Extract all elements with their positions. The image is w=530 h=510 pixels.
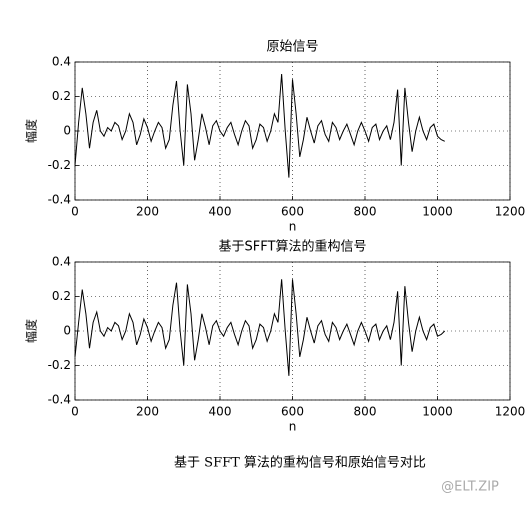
y-tick-label: 0 [63, 324, 71, 338]
x-tick-label: 600 [281, 205, 304, 219]
y-axis-label: 幅度 [24, 119, 39, 143]
y-tick-label: 0.4 [52, 55, 71, 69]
x-tick-label: 1000 [422, 205, 453, 219]
x-tick-label: 1200 [495, 405, 526, 419]
signal-line [74, 279, 446, 376]
x-tick-label: 200 [136, 205, 159, 219]
y-tick-label: -0.2 [48, 358, 71, 372]
x-tick-label: 1000 [422, 405, 453, 419]
chart-title: 原始信号 [266, 40, 318, 55]
y-tick-label: -0.4 [48, 193, 71, 207]
x-tick-label: 0 [71, 205, 79, 219]
x-tick-label: 600 [281, 405, 304, 419]
y-tick-label: 0 [63, 124, 71, 138]
chart-title: 基于SFFT算法的重构信号 [219, 239, 367, 255]
signal-line [74, 74, 445, 178]
y-tick-label: 0.4 [52, 255, 71, 269]
y-axis-label: 幅度 [24, 319, 39, 343]
watermark: @ELT.ZIP [441, 480, 499, 495]
x-tick-label: 0 [71, 405, 79, 419]
x-axis-label: n [289, 420, 297, 434]
x-tick-label: 800 [354, 205, 377, 219]
x-tick-label: 800 [354, 405, 377, 419]
y-tick-label: -0.4 [48, 393, 71, 407]
x-tick-label: 200 [136, 405, 159, 419]
x-tick-label: 400 [209, 405, 232, 419]
y-tick-label: 0.2 [52, 89, 71, 103]
x-tick-label: 1200 [495, 205, 526, 219]
y-tick-label: 0.2 [52, 289, 71, 303]
y-tick-label: -0.2 [48, 158, 71, 172]
x-tick-label: 400 [209, 205, 232, 219]
x-axis-label: n [289, 220, 297, 234]
caption: 基于 SFFT 算法的重构信号和原始信号对比 [174, 455, 426, 471]
